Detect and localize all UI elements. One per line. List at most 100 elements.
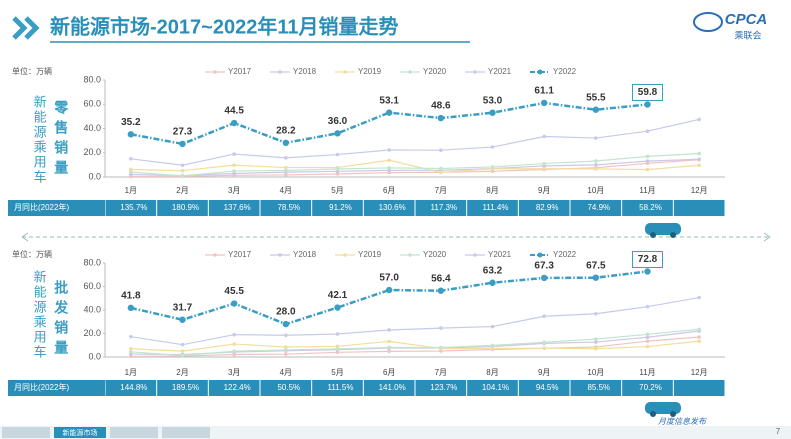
data-point	[542, 161, 546, 166]
data-point	[439, 170, 443, 175]
data-point	[697, 335, 701, 339]
data-point	[180, 349, 185, 353]
yoy-value: 74.9%	[587, 203, 610, 212]
x-tick-label: 2月	[176, 186, 188, 195]
x-tick-label: 6月	[383, 186, 395, 195]
x-tick-label: 9月	[538, 186, 550, 195]
legend-label: Y2022	[553, 67, 577, 76]
data-point	[230, 119, 238, 127]
x-tick-label: 9月	[538, 368, 550, 377]
footer-tab-label[interactable]: 新能源市场	[63, 428, 98, 437]
footer-tab[interactable]	[162, 427, 210, 438]
data-label: 42.1	[328, 290, 348, 301]
data-point	[439, 148, 443, 153]
yoy-cell	[415, 200, 467, 216]
data-point	[387, 328, 391, 332]
footer-tab-active[interactable]	[54, 427, 106, 438]
data-point	[437, 287, 445, 294]
y-tick-label: 80.0	[83, 257, 101, 267]
data-point	[284, 333, 288, 338]
data-label: 56.4	[431, 273, 451, 284]
car-icon	[645, 223, 681, 238]
data-point	[282, 320, 290, 328]
yoy-cell	[622, 200, 673, 216]
series-line	[130, 270, 648, 326]
footer-tab[interactable]	[2, 427, 50, 438]
data-point	[490, 343, 495, 348]
legend-marker	[278, 253, 282, 257]
yoy-cell	[157, 200, 208, 216]
y-tick-label: 40.0	[83, 304, 101, 314]
yoy-cell	[260, 380, 312, 396]
legend-label: Y2020	[423, 250, 447, 259]
x-tick-label: 7月	[435, 368, 447, 377]
data-point	[284, 352, 288, 356]
x-tick-label: 7月	[435, 186, 447, 195]
footer-tab[interactable]	[110, 427, 158, 438]
data-point	[387, 345, 391, 350]
yoy-value: 122.4%	[224, 383, 251, 392]
data-point	[129, 350, 133, 354]
yoy-value: 70.2%	[639, 383, 662, 392]
yoy-cell	[105, 380, 157, 396]
data-label: 27.3	[173, 127, 193, 138]
data-point	[490, 324, 495, 329]
legend-label: Y2020	[423, 67, 447, 76]
data-label: 67.3	[534, 261, 554, 272]
data-point	[180, 163, 185, 168]
data-point	[180, 353, 185, 358]
yoy-value: 82.9%	[536, 203, 559, 212]
data-point	[697, 157, 701, 161]
yoy-cell	[570, 380, 622, 396]
data-point	[335, 172, 340, 176]
y-tick-label: 40.0	[83, 123, 101, 133]
yoy-cell	[208, 200, 260, 216]
data-point	[645, 154, 650, 159]
yoy-value: 78.5%	[277, 203, 300, 212]
data-point	[385, 109, 393, 116]
data-point	[592, 106, 600, 113]
data-point	[284, 345, 288, 349]
y-tick-label: 20.0	[83, 328, 101, 338]
data-label: 72.8	[638, 254, 658, 265]
car-icon	[645, 402, 681, 417]
data-point	[232, 342, 236, 346]
x-tick-label: 1月	[125, 186, 137, 195]
data-point	[594, 163, 598, 167]
data-label: 36.0	[328, 116, 348, 127]
data-point	[697, 339, 701, 343]
label-box	[632, 250, 663, 268]
x-tick-label: 4月	[280, 186, 292, 195]
data-point	[387, 166, 391, 170]
unit-label: 单位：万辆	[12, 66, 52, 76]
data-point	[489, 109, 496, 116]
series-line	[130, 328, 700, 357]
data-point	[594, 167, 598, 171]
yoy-cell	[467, 200, 518, 216]
yoy-cell	[467, 380, 518, 396]
data-label: 31.7	[173, 302, 193, 313]
yoy-cell	[570, 200, 622, 216]
data-point	[335, 332, 340, 336]
legend-marker	[343, 253, 347, 257]
yoy-value: 141.0%	[379, 383, 406, 392]
data-point	[542, 340, 546, 344]
legend-marker	[343, 70, 347, 74]
data-label: 28.2	[276, 125, 296, 136]
x-tick-label: 12月	[691, 368, 708, 377]
yoy-cell	[415, 380, 467, 396]
data-point	[540, 274, 548, 282]
data-point	[594, 159, 598, 163]
data-point	[180, 168, 185, 173]
yoy-cell	[208, 380, 260, 396]
yoy-value: 189.5%	[172, 383, 199, 392]
data-point	[282, 139, 290, 147]
x-tick-label: 8月	[486, 186, 498, 195]
yoy-value: 123.7%	[430, 383, 457, 392]
chart-title: 批发销量	[53, 279, 69, 360]
data-label: 61.1	[534, 86, 554, 97]
data-point	[645, 335, 650, 340]
data-label: 28.0	[276, 307, 296, 318]
legend-label: Y2018	[293, 250, 317, 259]
